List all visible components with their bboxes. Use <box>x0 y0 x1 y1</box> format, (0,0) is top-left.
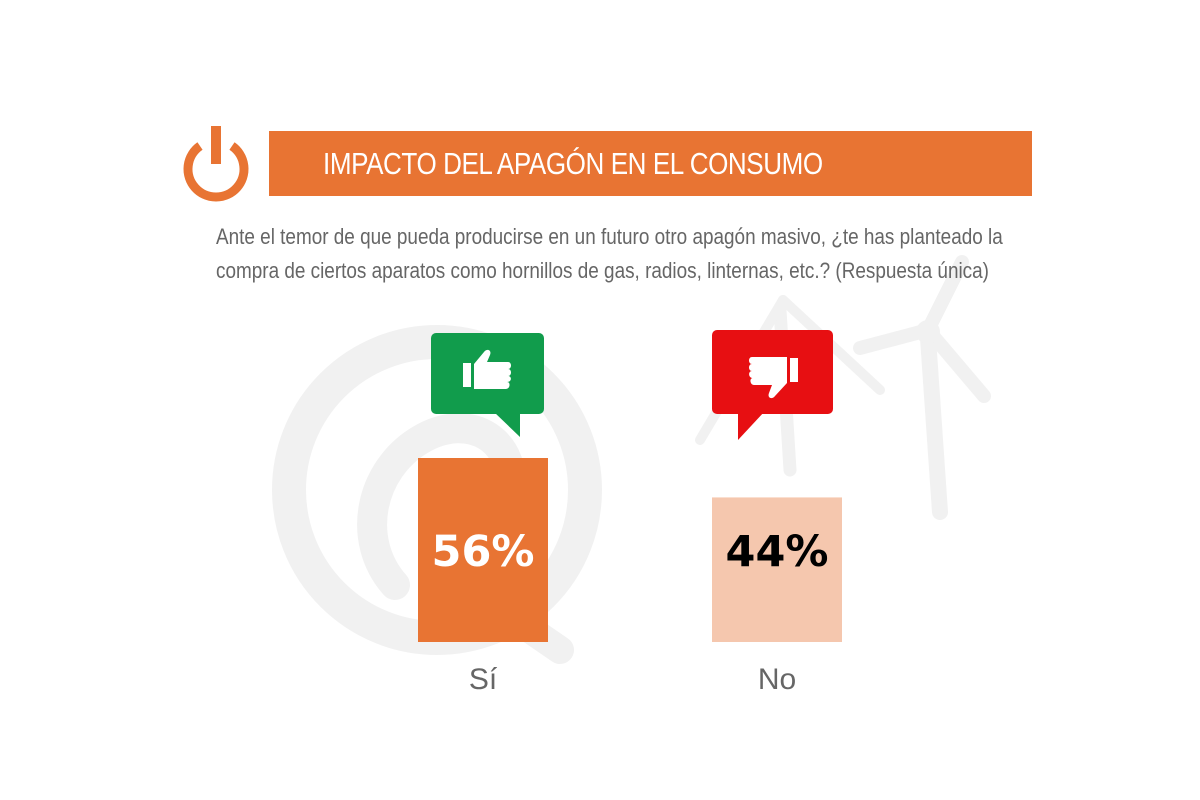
power-icon <box>183 126 249 202</box>
category-label-no: No <box>758 663 796 696</box>
page-title: IMPACTO DEL APAGÓN EN EL CONSUMO <box>323 146 823 181</box>
thumbs-up-bubble <box>431 333 544 437</box>
question-text: Ante el temor de que pueda producirse en… <box>216 220 1003 288</box>
bar-si <box>418 458 548 642</box>
bar-value-no: 44% <box>726 527 829 577</box>
bar-value-si: 56% <box>432 527 535 577</box>
thumbs-up-icon <box>463 349 511 389</box>
question-line-2: compra de ciertos aparatos como hornillo… <box>216 258 989 283</box>
title-bar: IMPACTO DEL APAGÓN EN EL CONSUMO <box>269 131 1032 196</box>
bar-no <box>712 497 842 642</box>
thumbs-down-icon <box>749 357 798 399</box>
question-line-1: Ante el temor de que pueda producirse en… <box>216 224 1003 249</box>
thumbs-down-bubble <box>712 330 833 440</box>
category-label-si: Sí <box>469 663 498 696</box>
